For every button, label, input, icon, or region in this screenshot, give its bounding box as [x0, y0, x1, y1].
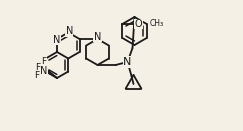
Text: N: N	[123, 57, 132, 67]
Text: F: F	[35, 62, 41, 72]
Text: F: F	[42, 56, 47, 66]
Text: CH₃: CH₃	[149, 20, 164, 29]
Text: O: O	[135, 19, 142, 29]
Text: N: N	[94, 32, 101, 42]
Text: N: N	[53, 35, 61, 45]
Text: F: F	[35, 70, 40, 80]
Text: N: N	[66, 26, 73, 37]
Text: N: N	[40, 67, 47, 77]
